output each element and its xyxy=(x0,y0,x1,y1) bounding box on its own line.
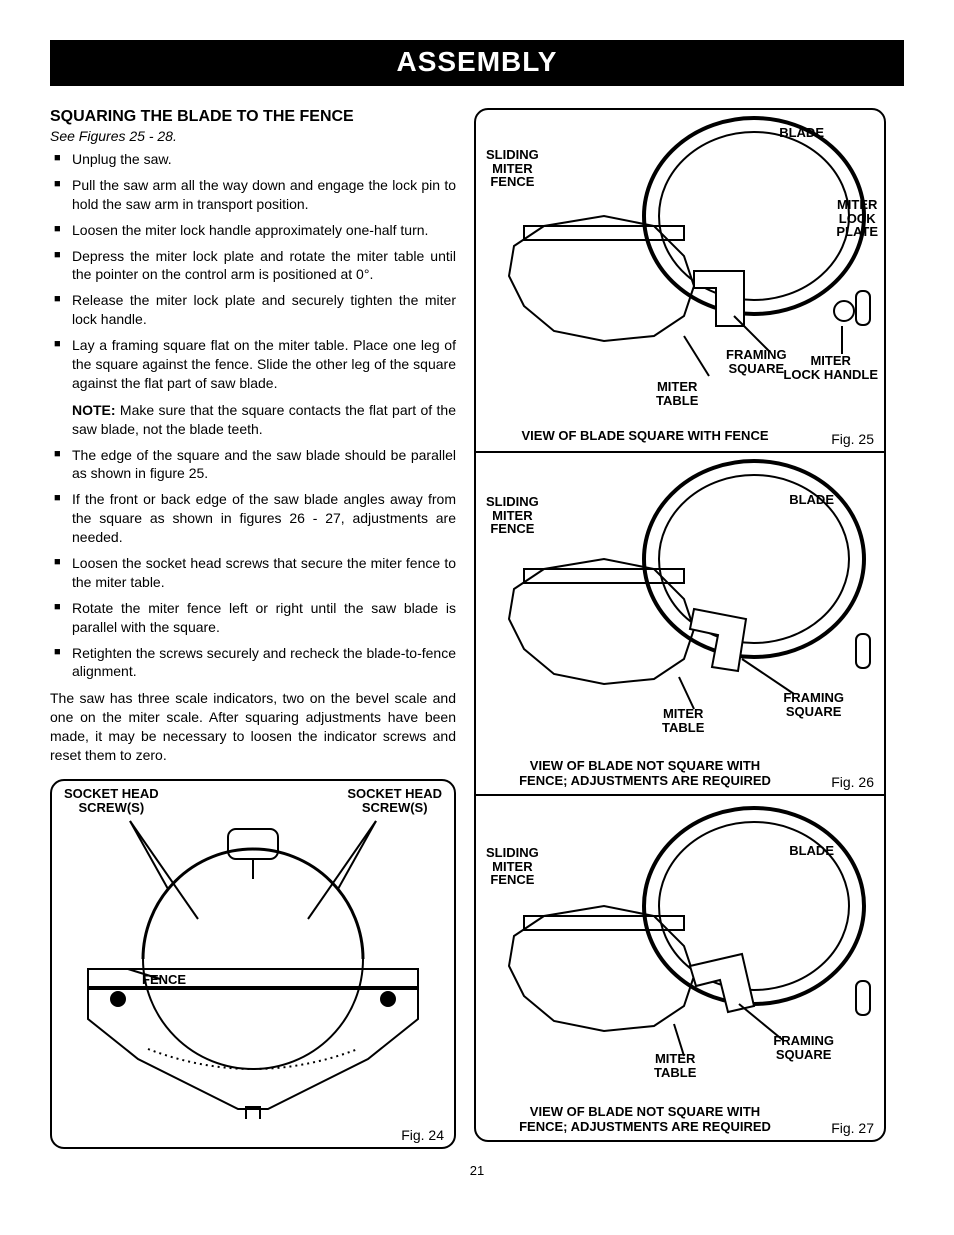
page-number: 21 xyxy=(50,1163,904,1178)
steps-list-2: The edge of the square and the saw blade… xyxy=(50,446,456,682)
step-item: If the front or back edge of the saw bla… xyxy=(50,490,456,547)
figure-stack: SLIDINGMITERFENCE BLADE MITERLOCKPLATE F… xyxy=(474,108,886,1142)
step-item: Retighten the screws securely and rechec… xyxy=(50,644,456,682)
figure-25-label: Fig. 25 xyxy=(831,431,874,447)
step-item: Unplug the saw. xyxy=(50,150,456,169)
fig24-illustration xyxy=(68,819,438,1119)
figure-24-box: SOCKET HEADSCREW(S) SOCKET HEADSCREW(S) … xyxy=(50,779,456,1149)
right-column: SLIDINGMITERFENCE BLADE MITERLOCKPLATE F… xyxy=(474,108,886,1149)
note-label: NOTE: xyxy=(72,402,116,418)
callout-socket-left: SOCKET HEADSCREW(S) xyxy=(64,787,159,814)
banner-title: ASSEMBLY xyxy=(50,40,904,86)
figure-26-label: Fig. 26 xyxy=(831,774,874,790)
figure-24-label: Fig. 24 xyxy=(401,1127,444,1143)
note-text: Make sure that the square contacts the f… xyxy=(72,402,456,437)
step-item: Lay a framing square flat on the miter t… xyxy=(50,336,456,393)
note-line: NOTE: Make sure that the square contacts… xyxy=(50,401,456,439)
left-column: SQUARING THE BLADE TO THE FENCE See Figu… xyxy=(50,108,456,1149)
steps-list-1: Unplug the saw. Pull the saw arm all the… xyxy=(50,150,456,393)
figure-25-box: SLIDINGMITERFENCE BLADE MITERLOCKPLATE F… xyxy=(476,110,884,453)
figure-27-box: SLIDINGMITERFENCE BLADE FRAMINGSQUARE MI… xyxy=(476,796,884,1140)
fig25-illustration xyxy=(484,116,876,401)
fig26-illustration xyxy=(484,459,876,729)
step-item: Pull the saw arm all the way down and en… xyxy=(50,176,456,214)
figure-26-box: SLIDINGMITERFENCE BLADE FRAMINGSQUARE MI… xyxy=(476,453,884,796)
figure-25-caption: VIEW OF BLADE SQUARE WITH FENCE xyxy=(476,428,884,443)
fig27-illustration xyxy=(484,806,876,1076)
step-item: Depress the miter lock plate and rotate … xyxy=(50,247,456,285)
step-item: Loosen the socket head screws that secur… xyxy=(50,554,456,592)
figure-27-caption: VIEW OF BLADE NOT SQUARE WITHFENCE; ADJU… xyxy=(476,1104,884,1134)
figure-26-caption: VIEW OF BLADE NOT SQUARE WITHFENCE; ADJU… xyxy=(476,758,884,788)
two-column-layout: SQUARING THE BLADE TO THE FENCE See Figu… xyxy=(50,108,904,1149)
section-title: SQUARING THE BLADE TO THE FENCE xyxy=(50,108,456,126)
step-item: Release the miter lock plate and securel… xyxy=(50,291,456,329)
see-figures-line: See Figures 25 - 28. xyxy=(50,128,456,144)
closing-paragraph: The saw has three scale indicators, two … xyxy=(50,689,456,765)
callout-socket-right: SOCKET HEADSCREW(S) xyxy=(347,787,442,814)
figure-27-label: Fig. 27 xyxy=(831,1120,874,1136)
step-item: Loosen the miter lock handle approximate… xyxy=(50,221,456,240)
step-item: Rotate the miter fence left or right unt… xyxy=(50,599,456,637)
step-item: The edge of the square and the saw blade… xyxy=(50,446,456,484)
